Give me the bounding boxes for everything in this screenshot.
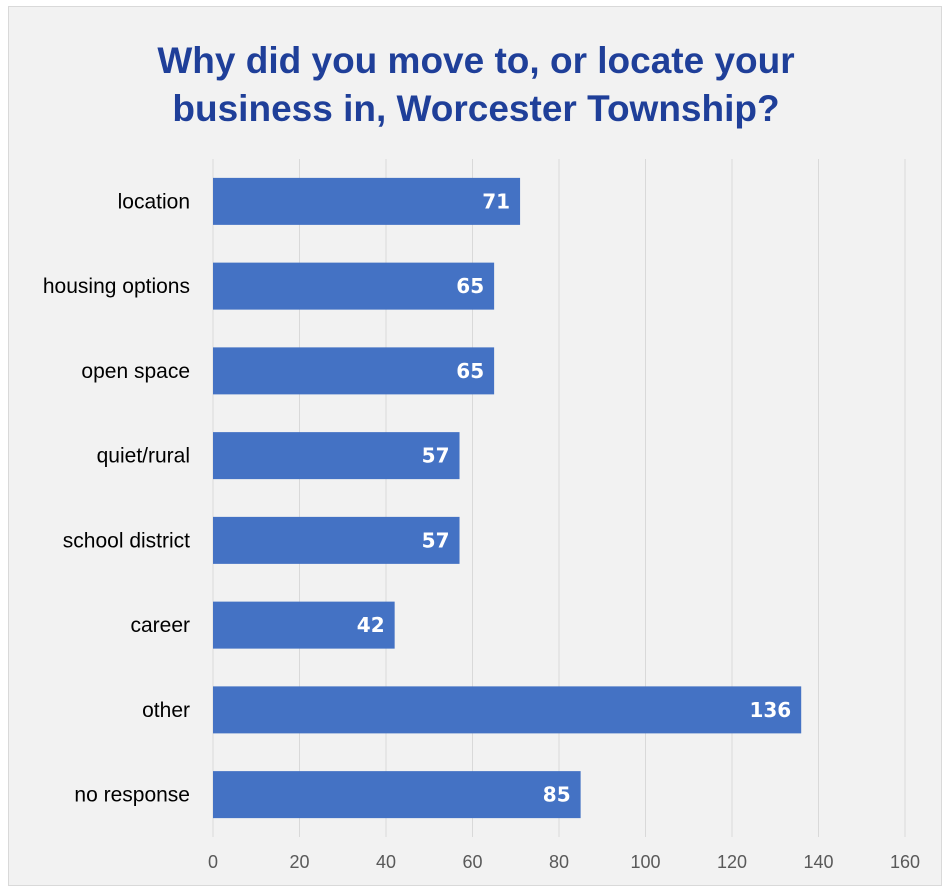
x-tick-label: 20 xyxy=(289,852,309,872)
bar xyxy=(213,177,521,225)
category-label: school district xyxy=(63,529,190,552)
data-label: 65 xyxy=(456,274,484,298)
bar xyxy=(213,262,495,310)
bar-chart: 71 65 65 57 57 42 136 85 location housing option… xyxy=(43,159,920,872)
x-tick-label: 160 xyxy=(890,852,920,872)
chart-title-line-2: business in, Worcester Township? xyxy=(172,88,780,129)
data-label: 57 xyxy=(422,528,450,552)
chart-title-line-1: Why did you move to, or locate your xyxy=(157,40,795,81)
x-tick-label: 0 xyxy=(208,852,218,872)
x-tick-label: 120 xyxy=(717,852,747,872)
bar xyxy=(213,601,395,649)
bar xyxy=(213,516,460,564)
category-label: location xyxy=(118,190,190,213)
x-tick-label: 100 xyxy=(630,852,660,872)
x-tick-label: 80 xyxy=(549,852,569,872)
category-label: housing options xyxy=(43,275,190,298)
bar xyxy=(213,347,495,395)
data-label: 65 xyxy=(456,359,484,383)
bar xyxy=(213,686,802,734)
data-label: 85 xyxy=(543,783,571,807)
data-label: 42 xyxy=(357,613,385,637)
category-label: quiet/rural xyxy=(97,445,190,468)
chart-title: Why did you move to, or locate your busi… xyxy=(9,37,943,133)
x-axis-tick-labels: 0 20 40 60 80 100 120 140 160 xyxy=(208,852,920,872)
category-label: career xyxy=(130,614,190,637)
category-label: other xyxy=(142,699,190,722)
bar xyxy=(213,432,460,480)
category-label: open space xyxy=(81,360,190,383)
data-label: 136 xyxy=(749,698,791,722)
chart-area: Why did you move to, or locate your busi… xyxy=(8,6,942,886)
category-label: no response xyxy=(74,784,190,807)
bars: 71 65 65 57 57 42 136 85 xyxy=(213,177,802,819)
data-label: 71 xyxy=(482,189,510,213)
bar xyxy=(213,771,581,819)
x-tick-label: 40 xyxy=(376,852,396,872)
x-tick-label: 60 xyxy=(462,852,482,872)
x-tick-label: 140 xyxy=(803,852,833,872)
data-label: 57 xyxy=(422,444,450,468)
category-labels: location housing options open space quiet/r… xyxy=(43,190,190,806)
gridlines xyxy=(212,159,906,837)
